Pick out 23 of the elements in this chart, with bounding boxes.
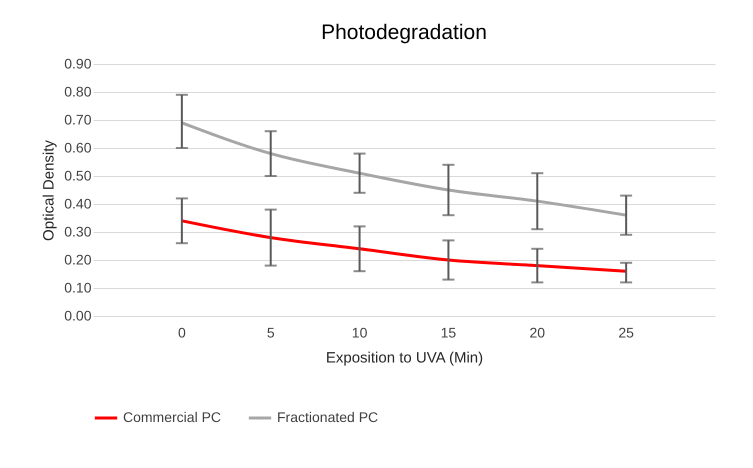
y-tick-label: 0.10	[64, 280, 92, 296]
y-tick-label: 0.50	[64, 168, 92, 184]
y-tick-label: 0.80	[64, 84, 92, 100]
y-tick-label: 0.30	[64, 224, 92, 240]
y-axis-title: Optical Density	[40, 140, 58, 241]
legend-label: Commercial PC	[123, 409, 222, 425]
y-tick-label: 0.90	[64, 56, 92, 72]
x-tick-label: 15	[440, 324, 456, 340]
x-tick-label: 5	[266, 324, 275, 340]
legend-label: Fractionated PC	[277, 409, 378, 425]
line-series	[180, 219, 628, 273]
line-series	[180, 121, 628, 217]
x-tick-label: 20	[529, 324, 546, 340]
chart-title: Photodegradation	[321, 21, 487, 44]
y-tick-label: 0.60	[64, 140, 92, 156]
y-tick-label: 0.00	[64, 308, 92, 324]
y-tick-label: 0.70	[64, 112, 92, 128]
y-tick-label: 0.40	[64, 196, 92, 212]
y-tick-label: 0.20	[64, 252, 92, 268]
x-tick-label: 25	[618, 324, 634, 340]
x-tick-label: 0	[178, 324, 186, 340]
x-axis-title: Exposition to UVA (Min)	[326, 350, 484, 366]
x-tick-label: 10	[352, 324, 368, 340]
